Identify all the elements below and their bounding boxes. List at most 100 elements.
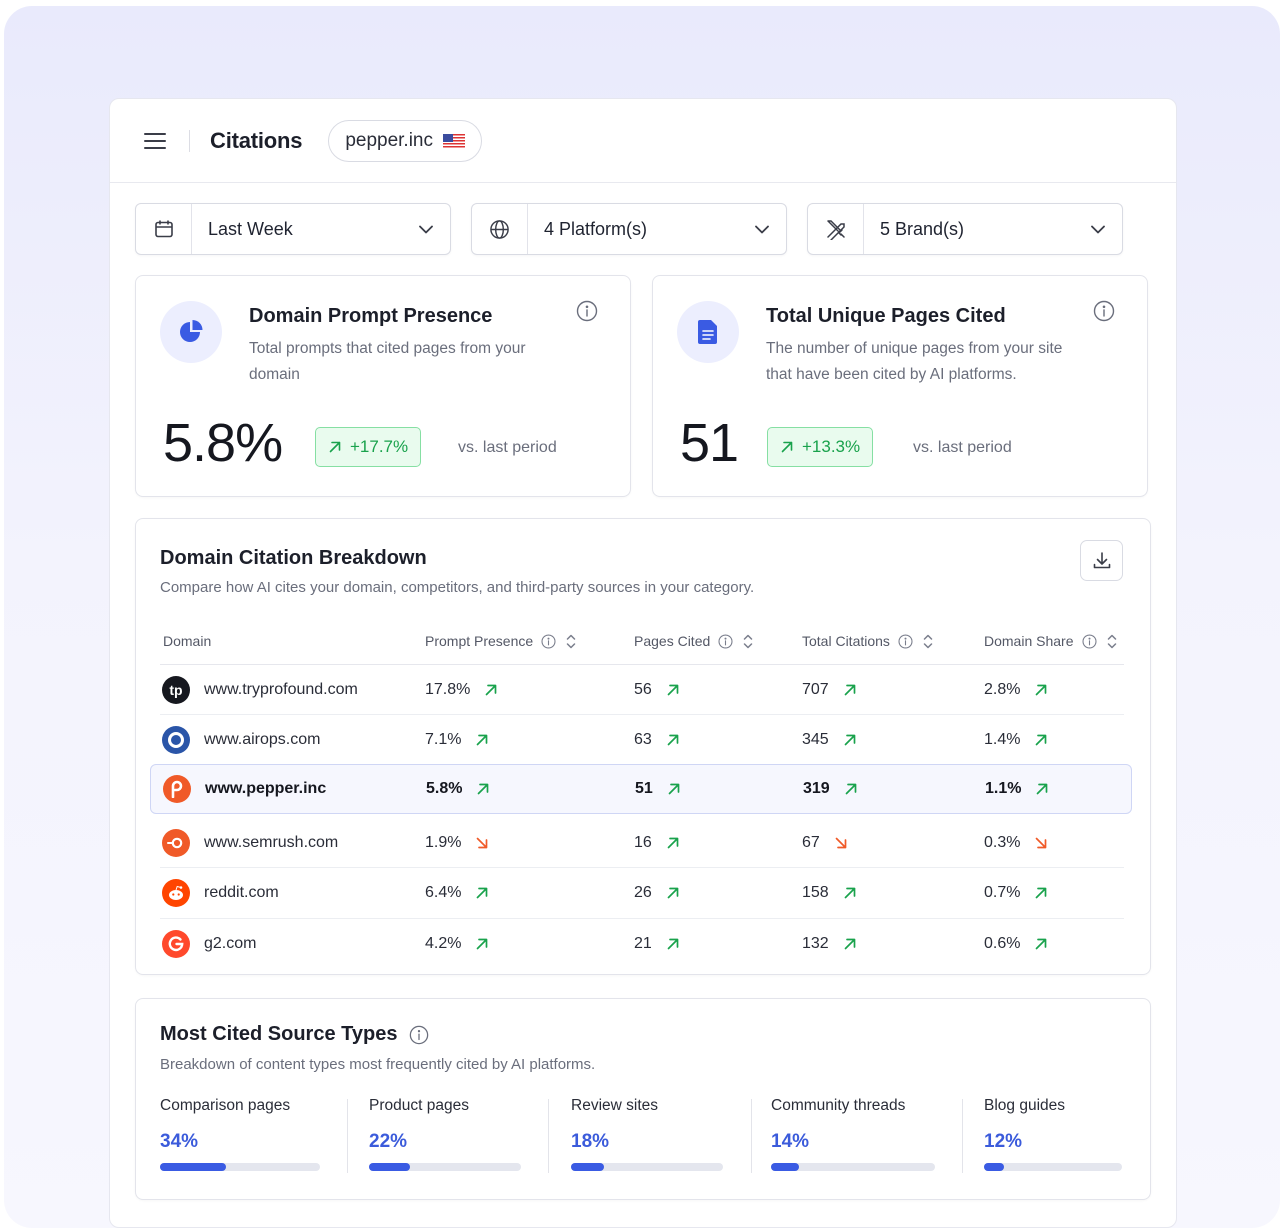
arrow-up-right-icon — [477, 734, 488, 745]
pages-cited-value: 26 — [634, 884, 652, 901]
arrow-up-right-icon — [844, 684, 856, 695]
citations-panel: Citations pepper.inc Last Week — [109, 98, 1177, 1228]
total-citations-value: 707 — [802, 680, 829, 698]
comparison-label: vs. last period — [913, 439, 1012, 456]
filter-bar: Last Week 4 Platform(s) 5 Brand(s) — [135, 203, 1123, 255]
source-type-label: Community threads — [771, 1097, 906, 1114]
arrow-up-right-icon — [1036, 887, 1047, 899]
comparison-label: vs. last period — [458, 439, 557, 456]
source-type-label: Review sites — [571, 1097, 658, 1114]
info-icon[interactable] — [898, 633, 913, 649]
semrush-logo-icon — [162, 828, 190, 857]
domain-share-value: 1.1% — [985, 780, 1022, 797]
arrow-up-right-icon — [844, 938, 856, 950]
table-row[interactable]: www.pepper.inc 5.8% 51 319 1.1% — [150, 764, 1132, 814]
info-icon[interactable] — [718, 633, 733, 649]
total-citations-value: 345 — [802, 730, 829, 748]
section-subtitle: Breakdown of content types most frequent… — [160, 1056, 596, 1073]
progress-fill — [571, 1163, 604, 1171]
brand-filter[interactable]: 5 Brand(s) — [807, 203, 1123, 255]
airops-logo-icon — [162, 725, 190, 754]
table-row[interactable]: reddit.com 6.4% 26 158 0.7% — [160, 868, 1124, 919]
sort-icon[interactable] — [566, 634, 576, 649]
prompt-presence-value: 6.4% — [425, 884, 462, 901]
source-type-label: Product pages — [369, 1097, 469, 1114]
sort-icon[interactable] — [1107, 634, 1117, 649]
prompt-presence-value: 17.8% — [425, 680, 471, 698]
info-icon[interactable] — [541, 633, 556, 649]
prompt-presence-value: 1.9% — [425, 833, 462, 851]
source-type-item: Comparison pages 34% — [160, 1097, 320, 1175]
domain-share-value: 0.6% — [984, 935, 1021, 952]
arrow-up-right-icon — [667, 684, 679, 695]
domain-name: reddit.com — [204, 884, 279, 901]
card-description: The number of unique pages from your sit… — [766, 340, 1063, 383]
section-title: Most Cited Source Types — [160, 1023, 429, 1046]
column-header-total-citations[interactable]: Total Citations — [802, 633, 933, 649]
prompt-presence-value: 5.8% — [426, 780, 463, 797]
source-type-percent: 14% — [771, 1131, 810, 1152]
table-row[interactable]: tp www.tryprofound.com 17.8% 56 707 2.8% — [160, 665, 1124, 715]
domain-share-value: 2.8% — [984, 680, 1021, 698]
column-header-domain: Domain — [163, 633, 212, 649]
arrow-up-right-icon — [844, 887, 856, 899]
download-button[interactable] — [1080, 540, 1123, 581]
pages-cited-value: 21 — [634, 935, 652, 952]
column-header-prompt-presence[interactable]: Prompt Presence — [425, 633, 576, 649]
domain-name: www.tryprofound.com — [204, 680, 358, 698]
column-header-domain-share[interactable]: Domain Share — [984, 633, 1117, 649]
column-divider — [751, 1099, 752, 1173]
arrow-down-right-icon — [1036, 837, 1047, 848]
pie-chart-icon — [160, 301, 222, 363]
g2-logo-icon — [162, 930, 190, 958]
info-icon[interactable] — [1081, 633, 1097, 649]
domain-share-value: 0.3% — [984, 833, 1021, 851]
source-type-label: Blog guides — [984, 1097, 1066, 1114]
sort-icon[interactable] — [923, 634, 933, 649]
arrow-up-right-icon — [477, 938, 488, 950]
table-row[interactable]: www.semrush.com 1.9% 16 67 0.3% — [160, 818, 1124, 868]
table-row[interactable]: www.airops.com 7.1% 63 345 1.4% — [160, 715, 1124, 765]
arrow-up-right-icon — [1037, 783, 1048, 795]
progress-track — [160, 1163, 320, 1171]
total-citations-value: 67 — [802, 833, 820, 851]
domain-selector[interactable]: pepper.inc — [328, 119, 482, 162]
source-type-item: Community threads 14% — [771, 1097, 935, 1175]
metric-value: 5.8% — [163, 413, 283, 473]
us-flag-icon — [443, 133, 465, 148]
arrow-up-right-icon — [329, 441, 341, 453]
arrow-up-right-icon — [1036, 684, 1047, 695]
total-citations-value: 132 — [802, 935, 829, 952]
menu-icon[interactable] — [143, 129, 167, 153]
arrow-up-right-icon — [1036, 938, 1047, 950]
progress-fill — [369, 1163, 410, 1171]
info-icon[interactable] — [409, 1025, 429, 1045]
top-bar: Citations pepper.inc — [110, 99, 1176, 183]
globe-icon — [472, 204, 528, 254]
info-icon[interactable] — [1093, 300, 1115, 327]
domain-label: pepper.inc — [345, 129, 433, 151]
source-type-percent: 12% — [984, 1131, 1023, 1152]
section-subtitle: Compare how AI cites your domain, compet… — [160, 579, 755, 596]
info-icon[interactable] — [576, 300, 598, 327]
domain-prompt-presence-card: Domain Prompt Presence Total prompts tha… — [135, 275, 631, 497]
sort-icon[interactable] — [743, 634, 753, 649]
tp-logo-icon: tp — [162, 675, 190, 704]
domain-name: www.pepper.inc — [205, 780, 327, 797]
domain-name: www.airops.com — [204, 730, 321, 748]
metric-value: 51 — [680, 413, 739, 473]
column-header-pages-cited[interactable]: Pages Cited — [634, 633, 753, 649]
table-row[interactable]: g2.com 4.2% 21 132 0.6% — [160, 919, 1124, 969]
source-type-percent: 22% — [369, 1131, 408, 1152]
progress-track — [369, 1163, 521, 1171]
change-badge: +17.7% — [315, 427, 422, 467]
page-title: Citations — [210, 127, 303, 153]
change-value: +17.7% — [350, 437, 409, 456]
arrow-up-right-icon — [486, 684, 497, 695]
source-type-percent: 34% — [160, 1131, 199, 1152]
progress-track — [771, 1163, 935, 1171]
source-type-item: Blog guides 12% — [984, 1097, 1122, 1175]
date-range-filter[interactable]: Last Week — [135, 203, 451, 255]
platform-filter[interactable]: 4 Platform(s) — [471, 203, 787, 255]
column-divider — [962, 1099, 963, 1173]
